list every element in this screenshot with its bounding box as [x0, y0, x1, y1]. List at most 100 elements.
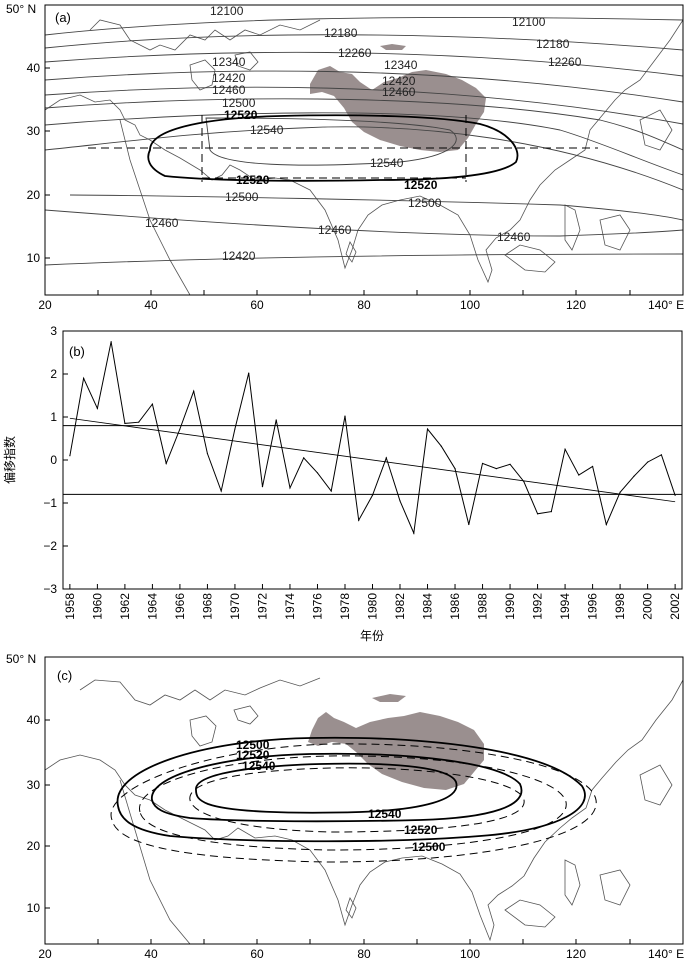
data-point [591, 465, 594, 468]
contour-label: 12460 [145, 216, 179, 230]
y-tick-label: 30 [27, 778, 41, 792]
x-tick-label: 1998 [613, 593, 627, 620]
panel-a-lat-top-label: 50° N [6, 2, 36, 16]
x-tick-label: 1968 [200, 593, 214, 620]
x-tick-label: 1984 [421, 593, 435, 620]
contour-label: 12500 [225, 190, 259, 204]
data-point [261, 486, 264, 488]
data-point [385, 457, 387, 459]
contour-label: 12100 [210, 4, 244, 18]
panel-b-label: (b) [69, 344, 85, 359]
panel-c-label: (c) [57, 668, 72, 683]
x-tick-label: 2000 [641, 593, 655, 620]
data-point [124, 422, 126, 425]
y-tick-label: 40 [27, 713, 41, 727]
y-tick-label: 20 [27, 839, 41, 853]
data-point [303, 457, 305, 459]
data-point [275, 419, 277, 421]
x-tick-label: 80 [357, 298, 371, 312]
x-tick-label: 1960 [90, 593, 104, 620]
contour-label: 12500 [412, 840, 446, 854]
y-tick-label: 30 [27, 124, 41, 138]
x-tick-label: 1966 [173, 593, 187, 620]
contour-label: 12100 [512, 15, 546, 29]
isolines-a [45, 16, 683, 266]
reference-box-a [88, 115, 598, 182]
data-point [316, 472, 319, 474]
x-tick-label: 1990 [503, 593, 517, 620]
x-tick-label: 1986 [448, 593, 462, 620]
data-point [206, 452, 209, 455]
panel-c-lat-top-label: 50° N [6, 652, 36, 666]
data-point [605, 523, 607, 526]
bold-contours-c [116, 736, 586, 843]
panel-c-map [45, 677, 683, 944]
data-point [193, 390, 195, 392]
data-point [220, 490, 222, 492]
contour-label: 12520 [236, 748, 270, 762]
panel-c-y-ticks: 10 20 30 40 [27, 713, 50, 915]
x-tick-label: 1996 [586, 593, 600, 620]
data-point [110, 341, 112, 343]
panel-a-y-ticks: 10 20 30 40 [27, 61, 50, 265]
data-point [399, 500, 401, 502]
contour-label: 12180 [536, 37, 570, 51]
panel-a: 12100 12100 12180 12180 12260 12260 1234… [6, 2, 684, 312]
x-axis-label: 年份 [360, 629, 384, 643]
contour-label: 12520 [236, 173, 270, 187]
contour-label: 12340 [384, 58, 418, 72]
data-point [468, 523, 470, 526]
data-point [358, 519, 360, 521]
index-series [69, 341, 676, 535]
panel-a-label: (a) [55, 10, 71, 25]
data-point [481, 462, 484, 465]
contour-label: 12540 [250, 123, 284, 137]
x-tick-label: 1988 [476, 593, 490, 620]
dashed-contours-c [110, 743, 597, 863]
panel-a-lon-right-label: 140° E [648, 298, 684, 312]
y-tick-label: −3 [43, 582, 57, 596]
x-tick-label: 1974 [283, 593, 297, 620]
data-point [138, 421, 140, 423]
contour-label: 12520 [404, 178, 438, 192]
panel-c: 12500 12520 12540 12540 12520 12500 (c) … [6, 652, 684, 961]
y-axis-label: 偏移指数 [2, 436, 17, 484]
x-tick-label: 1962 [118, 593, 132, 620]
data-point [371, 494, 374, 496]
contour-label: 12460 [497, 230, 531, 244]
y-tick-label: 10 [27, 901, 41, 915]
x-tick-label: 40 [144, 947, 158, 961]
contour-label: 12540 [370, 156, 404, 170]
y-tick-label: 2 [50, 367, 57, 381]
data-point [495, 468, 497, 470]
data-point [344, 415, 346, 417]
tibet-small-shade-c [372, 694, 406, 702]
x-tick-label: 120 [566, 947, 586, 961]
data-point [440, 445, 442, 447]
x-tick-label: 60 [250, 298, 264, 312]
contour-label: 12260 [548, 55, 582, 69]
panel-c-lon-right-label: 140° E [648, 947, 684, 961]
contour-label: 12460 [318, 223, 352, 237]
data-point [660, 454, 662, 456]
data-point [69, 455, 71, 457]
x-tick-label: 1994 [558, 593, 572, 620]
x-tick-label: 1972 [255, 593, 269, 620]
panel-b-y-ticks: 3 2 1 0 −1 −2 −3 [43, 324, 68, 596]
index-series-line [69, 341, 676, 535]
panel-c-x-ticks: 20 40 60 80 100 120 [38, 939, 631, 961]
contour-label: 12520 [224, 108, 258, 122]
trend-line [69, 417, 676, 503]
contour-label: 12420 [212, 71, 246, 85]
data-point [289, 487, 291, 489]
x-tick-label: 100 [460, 947, 480, 961]
x-tick-label: 120 [566, 298, 586, 312]
data-point [165, 462, 167, 465]
x-tick-label: 1980 [366, 593, 380, 620]
contour-label: 12500 [408, 196, 442, 210]
panel-a-x-ticks: 20 40 60 80 100 120 [38, 290, 631, 312]
data-point [83, 377, 85, 379]
x-tick-label: 1978 [338, 593, 352, 620]
